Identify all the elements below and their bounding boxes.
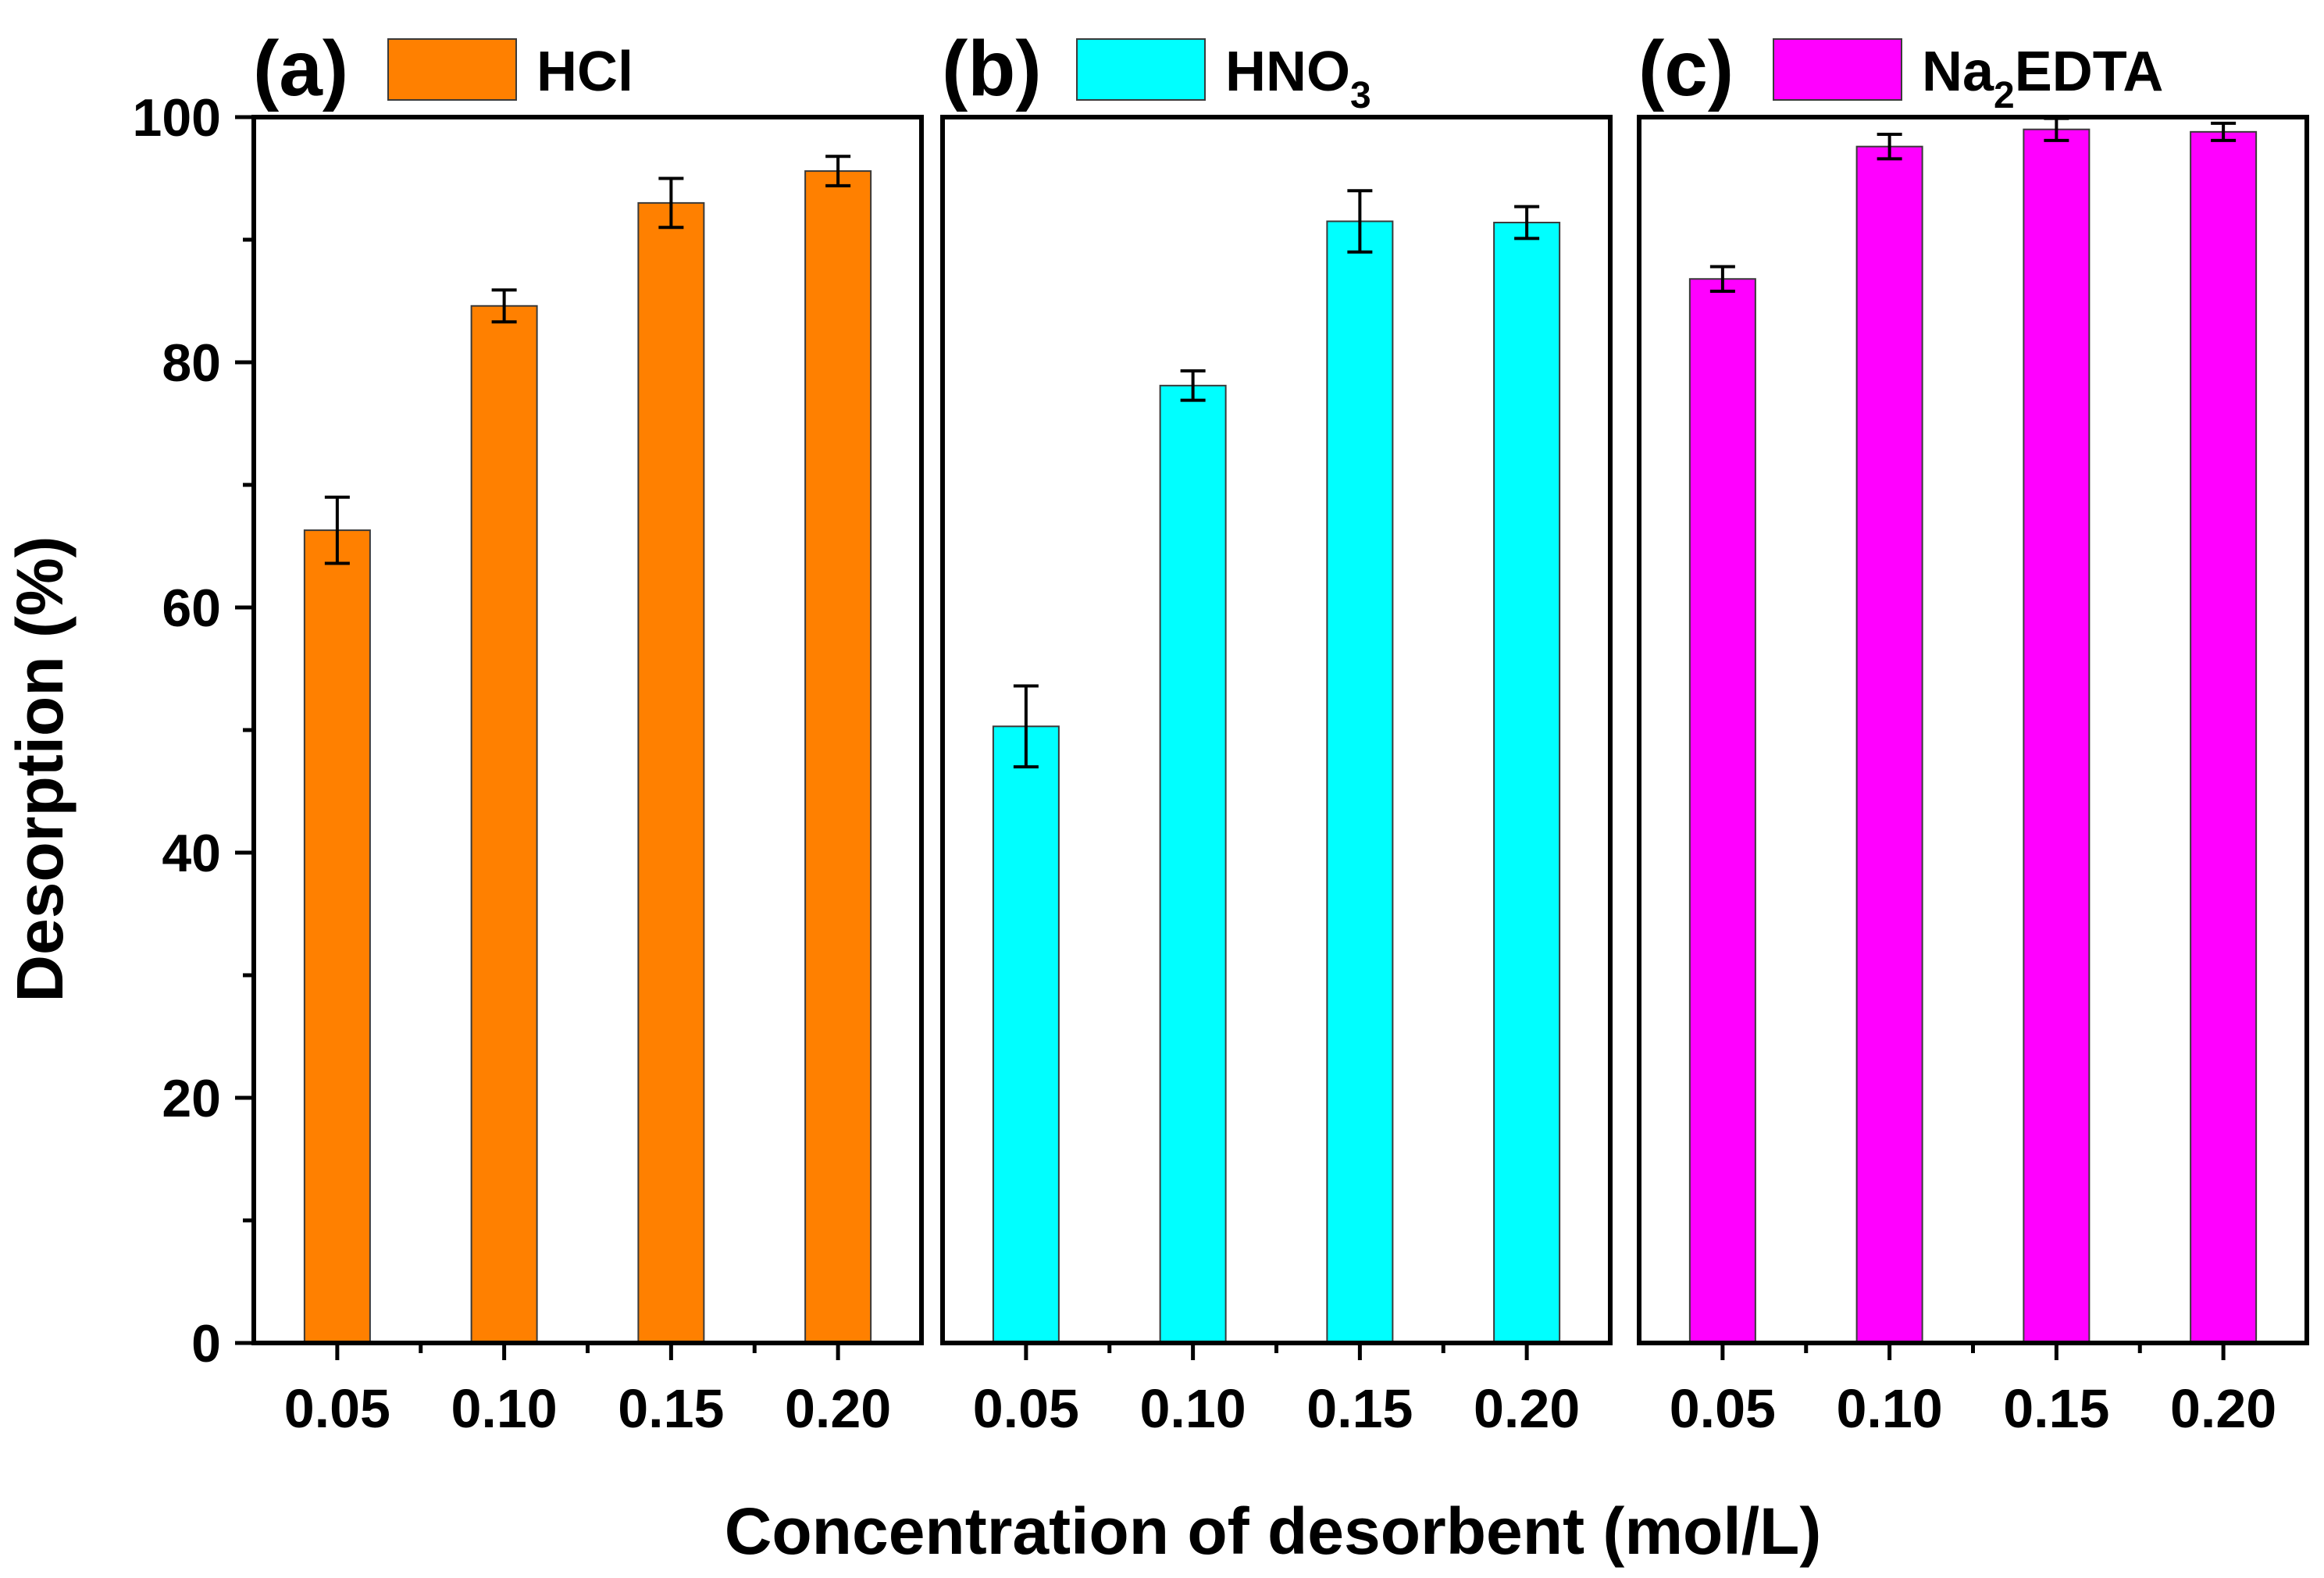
legend-main: HNO (1225, 41, 1350, 103)
y-axis-label: Desorption (%) (3, 536, 77, 1002)
bar (2190, 130, 2258, 1345)
bar (303, 529, 371, 1345)
legend-main: Na (1922, 41, 1994, 103)
legend-label: HNO3 (1225, 41, 1371, 116)
panel-frame (940, 115, 1613, 1345)
bar (804, 170, 872, 1345)
bar (1159, 384, 1227, 1345)
legend-swatch (387, 38, 517, 101)
bar (1326, 220, 1394, 1345)
x-tick-label: 0.05 (284, 1378, 390, 1439)
panel-a: 0.05 0.10 0.15 0.20 (a) HCl (251, 25, 924, 1439)
panel-frame (251, 115, 924, 1345)
x-tick-label: 0.10 (1837, 1378, 1943, 1439)
panel-b: 0.05 0.10 0.15 0.20 (b) HNO3 (940, 25, 1613, 1439)
bar (992, 725, 1060, 1344)
y-tick-label: 0 (191, 1314, 221, 1373)
x-tick-label: 0.15 (618, 1378, 724, 1439)
y-tick-label: 60 (162, 579, 221, 638)
legend-subscript: 3 (1350, 75, 1371, 116)
bar (470, 305, 538, 1344)
x-axis-label: Concentration of desorbent (mol/L) (725, 1494, 1822, 1568)
bar (1855, 145, 1923, 1344)
x-tick-label: 0.20 (785, 1378, 891, 1439)
panel-tag: (a) (253, 25, 348, 112)
x-tick-label: 0.15 (2003, 1378, 2109, 1439)
bar (1688, 278, 1756, 1344)
legend-rest: EDTA (2015, 41, 2164, 103)
x-tick-label: 0.10 (1140, 1378, 1246, 1439)
x-tick-label: 0.10 (451, 1378, 558, 1439)
legend-swatch (1076, 38, 1206, 101)
legend-subscript: 2 (1994, 75, 2015, 116)
legend-main: HCl (536, 41, 633, 103)
y-tick-label: 100 (133, 88, 221, 148)
y-tick-label: 80 (162, 333, 221, 393)
panel-tag: (c) (1638, 25, 1734, 112)
x-tick-label: 0.15 (1306, 1378, 1413, 1439)
x-tick-label: 0.05 (1670, 1378, 1776, 1439)
x-tick-label: 0.20 (1474, 1378, 1580, 1439)
legend-swatch (1773, 38, 1902, 101)
x-tick-label: 0.20 (2170, 1378, 2276, 1439)
y-tick-label: 40 (162, 824, 221, 883)
bar (1493, 222, 1561, 1344)
legend-label: HCl (536, 41, 633, 103)
legend-label: Na2EDTA (1922, 41, 2163, 116)
bar (637, 201, 705, 1344)
y-tick-label: 20 (162, 1069, 221, 1128)
panel-c: 0.05 0.10 0.15 0.20 (c) Na2EDTA (1637, 25, 2309, 1439)
bar (2023, 128, 2091, 1345)
x-tick-label: 0.05 (973, 1378, 1079, 1439)
panel-frame (1637, 115, 2309, 1345)
panel-tag: (b) (942, 25, 1042, 112)
